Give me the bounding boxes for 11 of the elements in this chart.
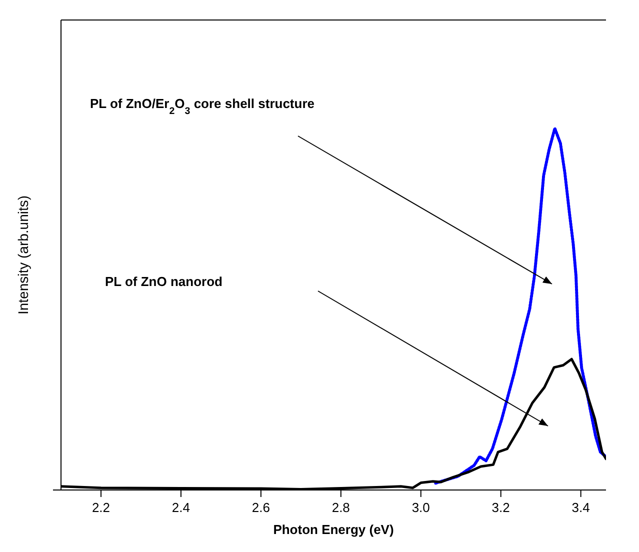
- x-tick-label: 3.2: [492, 500, 510, 515]
- annotation: PL of ZnO nanorod: [105, 274, 223, 289]
- y-axis-title: Intensity (arb.units): [15, 195, 31, 315]
- text: PL of ZnO/Er$_{2}$O$_{3}$ core shell structure: [90, 96, 314, 116]
- x-tick-label: 2.2: [92, 500, 110, 515]
- x-tick-label: 2.6: [252, 500, 270, 515]
- x-tick-label: 3.4: [572, 500, 590, 515]
- x-axis-title: Photon Energy (eV): [273, 522, 394, 537]
- x-tick-label: 2.8: [332, 500, 350, 515]
- x-tick-label: 2.4: [172, 500, 190, 515]
- x-tick-label: 3.0: [412, 500, 430, 515]
